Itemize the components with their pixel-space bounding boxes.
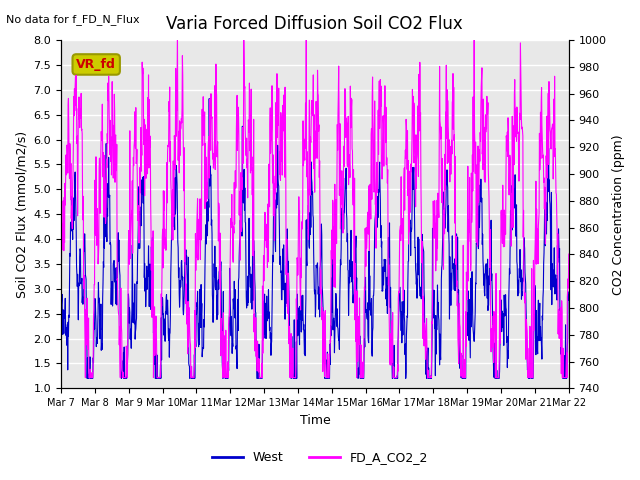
Text: VR_fd: VR_fd	[76, 58, 116, 71]
Y-axis label: CO2 Concentration (ppm): CO2 Concentration (ppm)	[612, 134, 625, 295]
Y-axis label: Soil CO2 Flux (mmol/m2/s): Soil CO2 Flux (mmol/m2/s)	[15, 131, 28, 298]
Legend: West, FD_A_CO2_2: West, FD_A_CO2_2	[207, 446, 433, 469]
X-axis label: Time: Time	[300, 414, 330, 427]
Text: No data for f_FD_N_Flux: No data for f_FD_N_Flux	[6, 14, 140, 25]
Title: Varia Forced Diffusion Soil CO2 Flux: Varia Forced Diffusion Soil CO2 Flux	[166, 15, 463, 33]
